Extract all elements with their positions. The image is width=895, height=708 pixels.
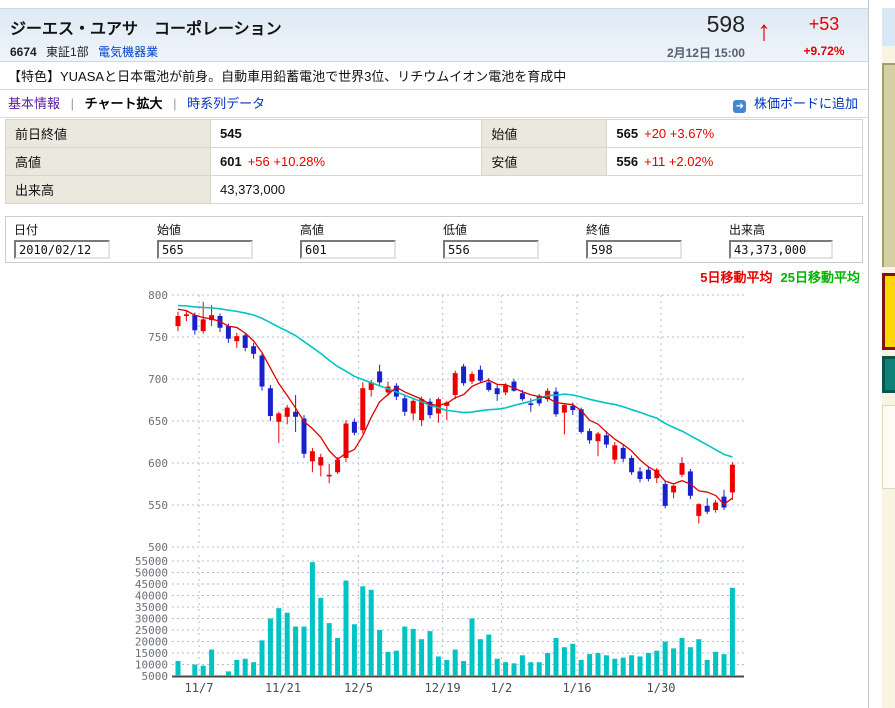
- svg-text:11/7: 11/7: [185, 681, 214, 695]
- table-row: 高値 601 +56 +10.28% 安値 556 +11 +2.02%: [5, 147, 863, 176]
- svg-text:10000: 10000: [135, 659, 168, 672]
- sidebar-ad-fragment-4: [882, 405, 895, 489]
- input-close[interactable]: [586, 240, 682, 259]
- svg-text:1/30: 1/30: [647, 681, 676, 695]
- stock-nav: 基本情報 | チャート拡大 | 時系列データ ➜ 株価ボードに追加: [0, 90, 868, 118]
- tab-time-series[interactable]: 時系列データ: [187, 96, 266, 111]
- input-col-high: 高値: [300, 221, 396, 259]
- input-label-low: 低値: [443, 223, 468, 237]
- prev-close-value: 545: [209, 119, 483, 148]
- sidebar-ad-fragment-3: [882, 356, 895, 393]
- input-label-open: 始値: [157, 223, 182, 237]
- industry-link[interactable]: 電気機器業: [98, 45, 159, 59]
- volume-value: 43,373,000: [210, 175, 863, 204]
- input-low[interactable]: [443, 240, 539, 259]
- svg-text:50000: 50000: [135, 567, 168, 580]
- svg-text:550: 550: [148, 499, 168, 512]
- low-value: 556 +11 +2.02%: [606, 147, 863, 176]
- svg-text:30000: 30000: [135, 613, 168, 626]
- svg-text:700: 700: [148, 373, 168, 386]
- right-sidebar-fragment: [882, 8, 895, 708]
- quote-summary-table: 前日終値 545 始値 565 +20 +3.67% 高値 601 +56 +10.…: [5, 119, 863, 204]
- svg-text:15000: 15000: [135, 647, 168, 660]
- svg-text:12/5: 12/5: [344, 681, 373, 695]
- open-label: 始値: [481, 119, 608, 148]
- add-to-stock-board-link[interactable]: ➜ 株価ボードに追加: [733, 90, 858, 118]
- company-feature-text: 【特色】YUASAと日本電池が前身。自動車用鉛蓄電池で世界3位、リチウムイオン電…: [0, 63, 868, 90]
- high-value: 601 +56 +10.28%: [209, 147, 483, 176]
- add-arrow-icon: ➜: [733, 100, 747, 113]
- input-volume[interactable]: [729, 240, 833, 259]
- table-row: 出来高 43,373,000: [5, 175, 863, 204]
- svg-text:25000: 25000: [135, 624, 168, 637]
- input-date[interactable]: [14, 240, 110, 259]
- input-col-low: 低値: [443, 221, 539, 259]
- price-change-percent: +9.72%: [803, 44, 845, 58]
- svg-text:5000: 5000: [142, 670, 169, 683]
- sidebar-ad-fragment-2: [882, 273, 895, 350]
- input-label-volume: 出来高: [729, 223, 766, 237]
- sidebar-ad-fragment-1: [882, 63, 895, 267]
- stock-code: 6674: [10, 45, 37, 59]
- input-col-open: 始値: [157, 221, 253, 259]
- svg-text:600: 600: [148, 457, 168, 470]
- input-col-volume: 出来高: [729, 221, 833, 259]
- quote-datetime: 2月12日 15:00: [666, 46, 745, 60]
- stock-meta: 6674 東証1部 電気機器業: [10, 43, 158, 60]
- price-up-arrow-icon: ↑: [757, 15, 771, 46]
- tab-chart-expand: チャート拡大: [84, 96, 163, 111]
- input-label-high: 高値: [300, 223, 325, 237]
- input-col-date: 日付: [14, 221, 110, 259]
- add-to-stock-board-label: 株価ボードに追加: [753, 96, 858, 111]
- nav-separator: |: [173, 96, 177, 111]
- svg-text:40000: 40000: [135, 590, 168, 603]
- high-label: 高値: [5, 147, 211, 176]
- ohlc-input-panel: 日付 始値 高値 低値 終値 出来高: [5, 216, 863, 263]
- input-label-date: 日付: [14, 223, 39, 237]
- price-change: +53: [808, 14, 840, 34]
- current-price: 598: [706, 11, 745, 37]
- svg-text:12/19: 12/19: [425, 681, 461, 695]
- svg-text:45000: 45000: [135, 578, 168, 591]
- svg-text:750: 750: [148, 331, 168, 344]
- page-title: ジーエス・ユアサ コーポレーション: [10, 21, 282, 38]
- stock-market: 東証1部: [46, 45, 89, 59]
- legend-ma5: 5日移動平均: [700, 270, 773, 285]
- svg-text:1/2: 1/2: [491, 681, 513, 695]
- stock-candlestick-volume-chart: 800 750 700 650 600 550 5005500050000450004000…: [135, 289, 744, 695]
- volume-label: 出来高: [5, 175, 211, 204]
- tab-basic-info[interactable]: 基本情報: [8, 96, 61, 111]
- legend-ma25: 25日移動平均: [780, 270, 860, 285]
- input-label-close: 終値: [586, 223, 611, 237]
- input-col-close: 終値: [586, 221, 682, 259]
- svg-text:800: 800: [148, 289, 168, 302]
- prev-close-label: 前日終値: [5, 119, 211, 148]
- input-high[interactable]: [300, 240, 396, 259]
- table-row: 前日終値 545 始値 565 +20 +3.67%: [5, 119, 863, 148]
- input-open[interactable]: [157, 240, 253, 259]
- svg-text:55000: 55000: [135, 555, 168, 568]
- svg-text:11/21: 11/21: [265, 681, 301, 695]
- svg-text:35000: 35000: [135, 601, 168, 614]
- svg-text:1/16: 1/16: [563, 681, 592, 695]
- svg-text:500: 500: [148, 541, 168, 554]
- svg-text:20000: 20000: [135, 636, 168, 649]
- low-label: 安値: [481, 147, 608, 176]
- sidebar-fragment-header: [882, 8, 895, 46]
- chart-legend: 5日移動平均 25日移動平均: [700, 267, 860, 286]
- nav-separator: |: [70, 96, 75, 111]
- stock-header: ジーエス・ユアサ コーポレーション 6674 東証1部 電気機器業 598 2月…: [0, 8, 868, 62]
- open-value: 565 +20 +3.67%: [606, 119, 863, 148]
- main-column: ジーエス・ユアサ コーポレーション 6674 東証1部 電気機器業 598 2月…: [0, 0, 869, 708]
- svg-text:650: 650: [148, 415, 168, 428]
